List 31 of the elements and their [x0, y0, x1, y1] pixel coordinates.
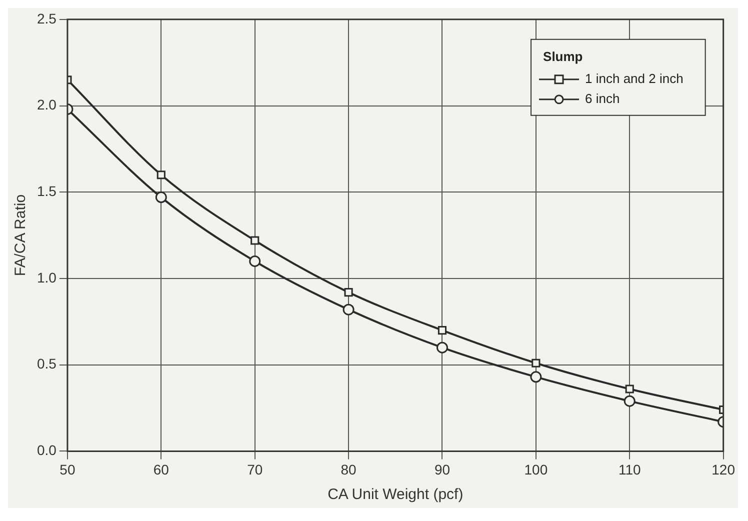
point — [155, 192, 167, 204]
x-tick-label: 50 — [60, 461, 76, 478]
y-tick-label: 1.5 — [36, 182, 57, 199]
x-tick-label: 70 — [247, 461, 263, 478]
x-tick-label: 120 — [712, 461, 736, 478]
x-tick-label: 110 — [618, 461, 641, 478]
x-axis-title: CA Unit Weight (pcf) — [328, 486, 464, 504]
y-axis-title: FA/CA Ratio — [12, 194, 30, 276]
point — [625, 384, 634, 394]
y-tick-label: 2.0 — [36, 96, 57, 113]
point — [436, 342, 448, 354]
y-tick-label: 2.5 — [36, 10, 57, 26]
y-tick-label: 0.0 — [36, 442, 57, 458]
point — [250, 236, 260, 245]
point — [530, 371, 542, 383]
point — [624, 395, 636, 407]
point — [249, 255, 261, 267]
y-tick-label: 1.0 — [36, 269, 57, 286]
point — [438, 326, 447, 335]
x-tick-label: 80 — [340, 461, 357, 478]
x-tick-label: 60 — [153, 461, 170, 478]
legend-title: Slump — [543, 48, 583, 64]
point — [156, 170, 166, 180]
x-tick-label: 90 — [434, 461, 450, 478]
x-tick-label: 100 — [524, 461, 548, 478]
point — [532, 358, 540, 368]
y-tick-label: 0.5 — [36, 356, 57, 372]
point — [344, 288, 353, 297]
point — [342, 304, 354, 316]
legend-label: 6 inch — [585, 90, 620, 106]
legend-label: 1 inch and 2 inch — [585, 70, 684, 86]
